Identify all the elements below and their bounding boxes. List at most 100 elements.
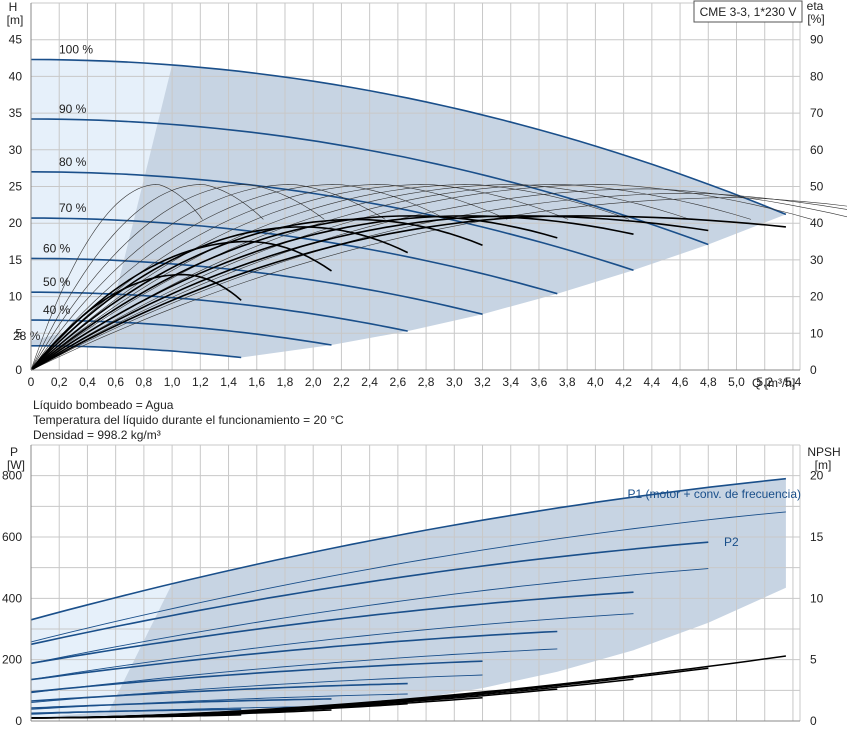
efficiency-tick-label: 20	[810, 290, 824, 304]
flow-tick-label: 3,0	[446, 375, 463, 389]
p1-power-curve	[30, 477, 786, 621]
flow-tick-label: 2,8	[418, 375, 435, 389]
p2-series-label: P2	[724, 535, 739, 549]
npsh-curve	[31, 714, 242, 719]
flow-tick-label: 0	[28, 375, 35, 389]
flow-tick-label: 2,0	[305, 375, 322, 389]
efficiency-axis-unit: [%]	[807, 12, 824, 26]
flow-tick-label: 4,0	[587, 375, 604, 389]
npsh-tick-label: 15	[810, 530, 824, 544]
auxiliary-curve	[30, 184, 813, 371]
head-curve	[30, 257, 483, 315]
flow-tick-label: 5,4	[785, 375, 802, 389]
efficiency-tick-label: 70	[810, 106, 824, 120]
head-curve	[31, 291, 408, 332]
auxiliary-curve	[30, 188, 847, 371]
curves-layer: 100 % 90 % 80 % 70 % 60 % 50 % 40 %28 %	[13, 43, 847, 719]
npsh-axis-unit: [m]	[815, 458, 832, 472]
p2-power-curve	[30, 511, 786, 643]
p1-power-curve	[30, 541, 709, 646]
efficiency-axis-title: eta	[807, 0, 824, 13]
efficiency-curve	[30, 215, 709, 371]
efficiency-curve	[30, 218, 483, 371]
auxiliary-curve	[30, 184, 386, 371]
head-tick-label: 40	[9, 69, 23, 83]
efficiency-curve	[30, 226, 409, 371]
speed-label: 60 %	[43, 241, 71, 255]
head-curve	[31, 217, 558, 295]
model-label: CME 3-3, 1*230 V	[700, 5, 797, 19]
head-tick-label: 25	[9, 180, 23, 194]
speed-label: 40 %	[43, 303, 71, 317]
p1-power-curve	[30, 708, 242, 715]
efficiency-curve	[30, 215, 558, 371]
auxiliary-curve	[30, 184, 203, 371]
head-curve	[30, 171, 634, 271]
head-tick-label: 0	[15, 363, 22, 377]
operating-region-head	[31, 59, 786, 358]
flow-tick-label: 0,6	[107, 375, 124, 389]
p1-power-curve	[30, 630, 558, 681]
efficiency-tick-label: 80	[810, 69, 824, 83]
power-axis-unit: [W]	[7, 458, 25, 472]
npsh-tick-label: 10	[810, 591, 824, 605]
head-tick-label: 30	[9, 143, 23, 157]
flow-tick-label: 0,8	[136, 375, 153, 389]
note-temperature: Temperatura del líquido durante el funci…	[33, 413, 344, 427]
note-liquid: Líquido bombeado = Agua	[33, 398, 174, 412]
flow-tick-label: 1,4	[220, 375, 237, 389]
auxiliary-curve	[30, 184, 569, 371]
head-tick-label: 45	[9, 33, 23, 47]
flow-tick-label: 1,0	[164, 375, 181, 389]
head-curve	[30, 58, 787, 216]
auxiliary-curve	[30, 184, 325, 371]
p1-power-curve	[30, 698, 332, 709]
speed-label: 100 %	[59, 43, 93, 57]
head-axis-unit: [m]	[7, 13, 24, 27]
note-density: Densidad = 998.2 kg/m³	[33, 428, 161, 442]
auxiliary-curve	[30, 184, 691, 371]
flow-tick-label: 2,6	[390, 375, 407, 389]
p2-power-curve	[30, 648, 558, 694]
efficiency-tick-label: 40	[810, 216, 824, 230]
flow-tick-label: 5,2	[756, 375, 773, 389]
power-tick-label: 0	[15, 714, 22, 728]
flow-tick-label: 0,2	[51, 375, 68, 389]
auxiliary-curve	[30, 184, 630, 371]
flow-tick-label: 1,6	[248, 375, 265, 389]
speed-label: 28 %	[13, 329, 41, 343]
flow-tick-label: 4,8	[700, 375, 717, 389]
head-tick-label: 15	[9, 253, 23, 267]
auxiliary-curve	[30, 192, 847, 371]
flow-tick-label: 3,2	[474, 375, 491, 389]
flow-tick-label: 2,2	[333, 375, 350, 389]
p1-power-curve	[30, 660, 483, 693]
flow-tick-label: 2,4	[361, 375, 378, 389]
speed-label: 80 %	[59, 155, 87, 169]
p1-power-curve	[30, 591, 634, 665]
npsh-axis-title: NPSH	[807, 445, 840, 459]
head-tick-label: 20	[9, 216, 23, 230]
speed-label: 90 %	[59, 102, 87, 116]
flow-tick-label: 1,2	[192, 375, 209, 389]
power-tick-label: 800	[2, 469, 22, 483]
head-tick-label: 10	[9, 290, 23, 304]
flow-tick-label: 3,8	[559, 375, 576, 389]
low-flow-zone-head	[31, 59, 173, 341]
power-tick-label: 600	[2, 530, 22, 544]
flow-tick-label: 1,8	[277, 375, 294, 389]
flow-tick-label: 5,0	[728, 375, 745, 389]
efficiency-tick-label: 60	[810, 143, 824, 157]
head-tick-label: 5	[15, 326, 22, 340]
npsh-tick-label: 5	[810, 653, 817, 667]
axes-layer: 0 0,2 0,4 0,6 0,8 1,0 1,2 1,4 1,6 1,8 2,0 2,2 2,4 2,6…	[2, 3, 824, 728]
flow-tick-label: 3,4	[502, 375, 519, 389]
auxiliary-curve	[30, 184, 447, 371]
power-tick-label: 400	[2, 591, 22, 605]
flow-tick-label: 0,4	[79, 375, 96, 389]
p1-power-curve	[30, 682, 408, 702]
efficiency-curve	[30, 215, 634, 371]
p2-power-curve	[30, 568, 709, 664]
power-axis-title: P	[10, 445, 18, 459]
